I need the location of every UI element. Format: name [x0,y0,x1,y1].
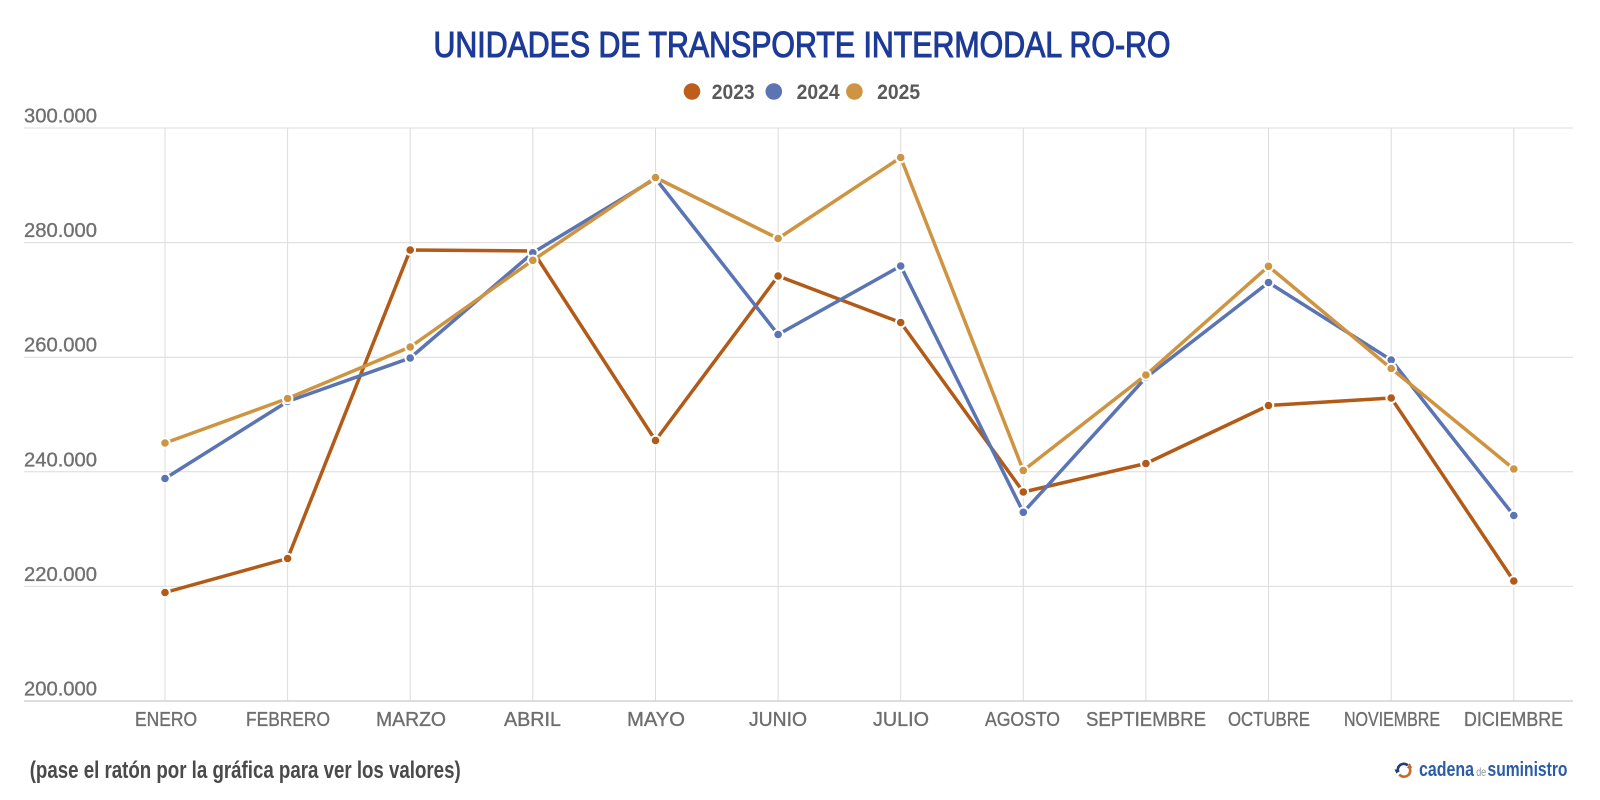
svg-text:240.000: 240.000 [24,449,97,471]
svg-text:MARZO: MARZO [376,709,446,731]
svg-text:280.000: 280.000 [24,220,97,242]
svg-text:FEBRERO: FEBRERO [246,709,330,731]
svg-text:2024: 2024 [797,81,840,104]
svg-text:200.000: 200.000 [24,679,97,701]
svg-text:2025: 2025 [877,81,920,104]
svg-text:suministro: suministro [1488,759,1568,781]
svg-text:cadena: cadena [1419,759,1475,781]
svg-text:ABRIL: ABRIL [504,709,561,731]
svg-text:AGOSTO: AGOSTO [985,709,1060,731]
svg-text:de: de [1476,765,1486,779]
svg-text:260.000: 260.000 [24,335,97,357]
svg-text:ENERO: ENERO [135,709,197,731]
svg-text:2023: 2023 [712,81,755,104]
svg-text:300.000: 300.000 [24,106,97,128]
svg-text:(pase el ratón por la gráfica: (pase el ratón por la gráfica para ver l… [30,757,461,784]
svg-text:DICIEMBRE: DICIEMBRE [1464,709,1563,731]
svg-text:MAYO: MAYO [627,709,685,731]
svg-text:220.000: 220.000 [24,564,97,586]
svg-text:OCTUBRE: OCTUBRE [1228,709,1310,731]
svg-text:SEPTIEMBRE: SEPTIEMBRE [1086,709,1206,731]
svg-text:JUNIO: JUNIO [749,709,807,731]
svg-text:UNIDADES DE TRANSPORTE INTERMO: UNIDADES DE TRANSPORTE INTERMODAL RO-RO [434,24,1171,65]
svg-text:JULIO: JULIO [873,709,929,731]
svg-text:NOVIEMBRE: NOVIEMBRE [1344,709,1440,731]
